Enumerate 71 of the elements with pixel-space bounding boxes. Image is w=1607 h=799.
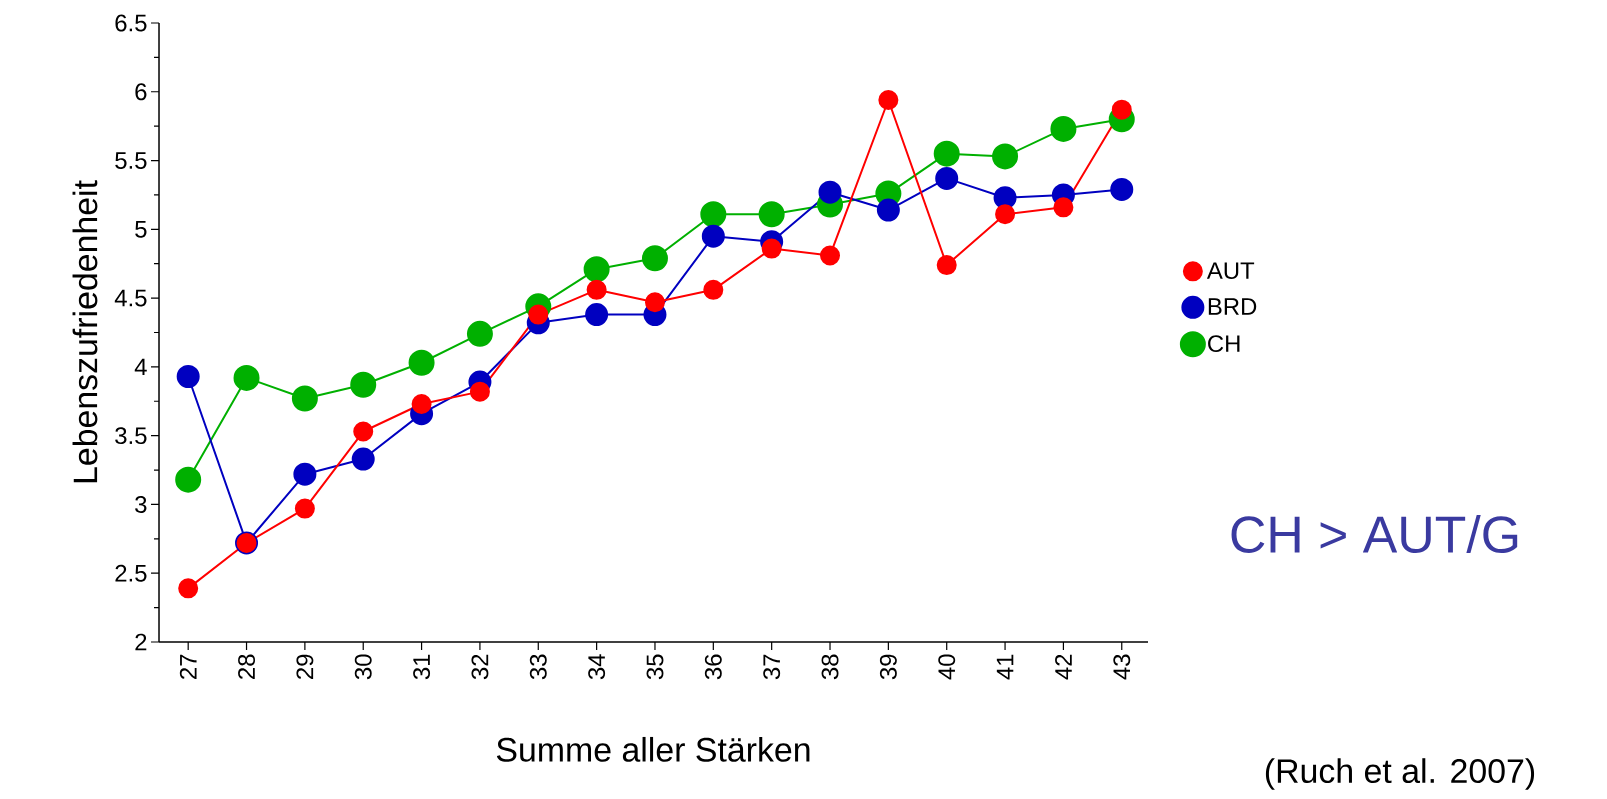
point — [935, 166, 959, 190]
legend-label: AUT — [1206, 262, 1255, 280]
point — [820, 245, 841, 266]
y-tick-label: 2 — [135, 633, 147, 651]
point — [466, 320, 493, 347]
point — [700, 201, 727, 228]
point — [175, 466, 202, 493]
x-tick-label: 42 — [1055, 654, 1072, 680]
point — [936, 255, 957, 276]
point — [233, 364, 260, 391]
legend-label: CH — [1208, 335, 1240, 353]
point — [294, 498, 315, 519]
point — [469, 381, 490, 402]
point — [641, 245, 668, 272]
x-tick-label: 31 — [413, 654, 431, 680]
x-axis-title: Summe aller Stärken — [496, 736, 810, 762]
point — [1050, 115, 1077, 142]
x-tick-label: 37 — [763, 654, 781, 680]
x-tick-label: 34 — [588, 654, 606, 680]
x-tick-label: 30 — [354, 654, 372, 680]
point — [876, 198, 900, 222]
point — [644, 292, 665, 313]
point — [583, 256, 610, 283]
point — [703, 279, 724, 300]
x-tick-label: 29 — [296, 654, 314, 679]
text: (Ruch et al. 2007) — [1265, 758, 1535, 790]
point — [701, 224, 725, 248]
x-tick-label: 40 — [938, 654, 956, 680]
point — [293, 462, 317, 486]
point — [992, 143, 1019, 170]
point — [1111, 99, 1132, 120]
point — [353, 421, 374, 442]
point — [933, 140, 960, 167]
y-tick-label: 3 — [135, 495, 147, 513]
y-axis-title: Lebenszufriedenheit — [72, 180, 98, 483]
x-tick-label: 41 — [996, 654, 1014, 680]
legend-label: BRD — [1208, 298, 1257, 315]
point — [586, 279, 607, 300]
point — [585, 303, 609, 327]
y-tick-label: 4 — [134, 358, 147, 376]
point — [178, 578, 199, 599]
point — [758, 201, 785, 228]
y-tick-label: 5.5 — [115, 152, 147, 169]
point — [411, 394, 432, 415]
point — [1053, 197, 1074, 218]
point — [408, 349, 435, 376]
point — [818, 180, 842, 204]
x-tick-label: 43 — [1113, 654, 1131, 680]
point — [291, 385, 318, 412]
x-tick-label: 27 — [179, 654, 197, 679]
x-tick-label: 28 — [238, 654, 255, 679]
point — [350, 371, 377, 398]
y-tick-label: 4.5 — [114, 289, 147, 307]
y-tick-label: 6 — [135, 83, 147, 101]
point — [351, 447, 375, 471]
x-tick-label: 39 — [879, 654, 897, 680]
point — [176, 365, 200, 389]
point — [1110, 177, 1134, 201]
y-tick-label: 5 — [135, 220, 147, 238]
x-tick-label: 35 — [646, 654, 664, 680]
x-tick-label: 38 — [821, 654, 839, 680]
y-tick-label: 2.5 — [115, 564, 147, 582]
y-tick-label: 6.5 — [115, 14, 147, 32]
point — [878, 90, 899, 111]
x-tick-label: 32 — [471, 654, 489, 680]
text: CH > AUT/G — [1231, 514, 1518, 554]
point — [761, 238, 782, 259]
point — [995, 204, 1016, 225]
y-tick-label: 3.5 — [115, 427, 147, 445]
x-tick-label: 36 — [704, 654, 722, 680]
x-tick-label: 33 — [529, 654, 547, 680]
